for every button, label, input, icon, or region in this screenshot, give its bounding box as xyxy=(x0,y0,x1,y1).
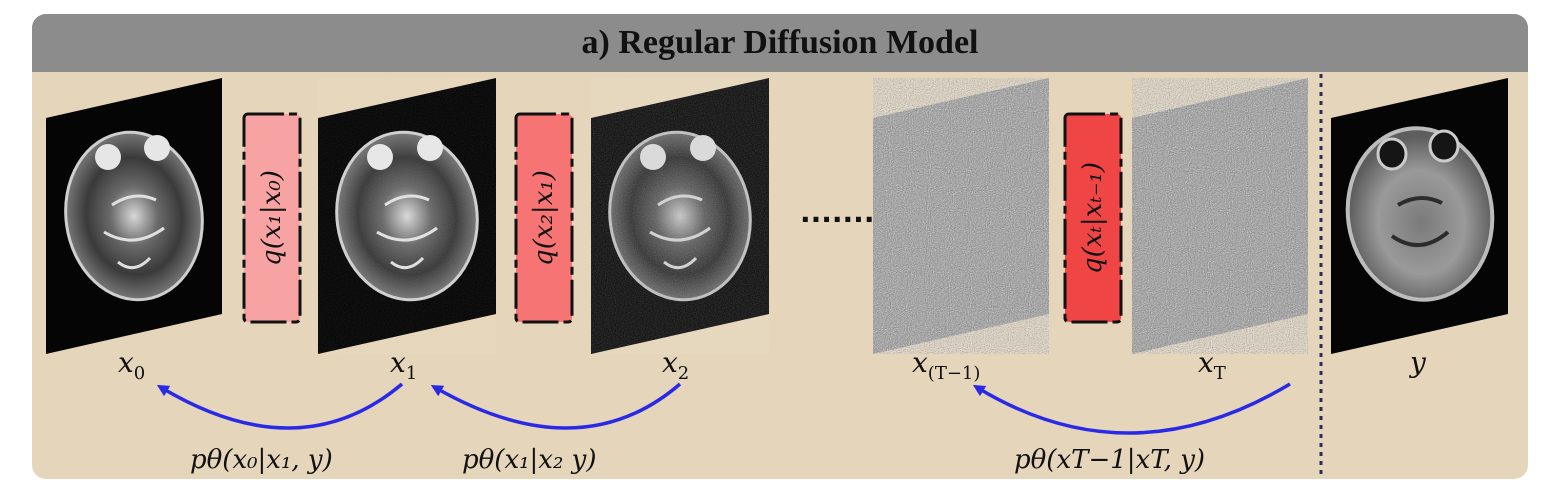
reverse-step-label-2: pθ(x₁|x₂ y) xyxy=(462,445,596,475)
forward-step-q1: q(x₁|x₀) xyxy=(242,112,302,324)
svg-text:x2: x2 xyxy=(662,346,689,384)
state-label-xT-1: x(T−1) xyxy=(912,346,980,384)
reverse-arrow-3 xyxy=(972,382,1291,435)
mri-image-x2 xyxy=(591,78,769,354)
mri-image-x1 xyxy=(318,78,496,354)
state-label-x1-base: x xyxy=(390,346,406,379)
forward-step-q2: q(x₂|x₁) xyxy=(514,112,574,324)
state-label-xT-1-base: x xyxy=(912,346,928,379)
state-label-xT-base: x xyxy=(1198,346,1214,379)
noise-image-xT-1 xyxy=(873,78,1049,354)
state-label-x2-sub: 2 xyxy=(678,363,689,384)
state-label-x1: x1 xyxy=(390,346,417,384)
svg-text:x1: x1 xyxy=(390,346,417,384)
reverse-arrow-2 xyxy=(430,382,682,430)
svg-text:x0: x0 xyxy=(118,346,145,384)
forward-step-qt-label: q(xₜ|xₜ₋₁) xyxy=(1078,162,1108,274)
reverse-step-label-3: pθ(xT−1|xT, y) xyxy=(1014,445,1205,475)
svg-text:x(T−1): x(T−1) xyxy=(912,346,980,384)
ellipsis-dots: ........ xyxy=(800,196,885,229)
state-label-x2-base: x xyxy=(662,346,678,379)
svg-text:xT: xT xyxy=(1198,346,1226,384)
mri-image-y xyxy=(1331,78,1508,354)
mri-image-x0 xyxy=(46,78,222,354)
condition-label-y: y xyxy=(1408,346,1427,379)
state-label-xT-1-sub: (T−1) xyxy=(928,363,981,384)
state-label-x0-sub: 0 xyxy=(134,363,145,384)
forward-step-q2-label: q(x₂|x₁) xyxy=(529,170,559,266)
state-label-xT: xT xyxy=(1198,346,1226,384)
reverse-arrow-1 xyxy=(156,382,404,430)
title-bar: a) Regular Diffusion Model xyxy=(32,14,1528,72)
state-label-x0-base: x xyxy=(118,346,134,379)
state-label-x2: x2 xyxy=(662,346,689,384)
forward-step-q1-label: q(x₁|x₀) xyxy=(257,170,287,266)
noise-image-xT xyxy=(1132,78,1308,354)
state-label-xT-sub: T xyxy=(1214,363,1226,384)
forward-step-qt: q(xₜ|xₜ₋₁) xyxy=(1063,112,1123,324)
reverse-step-label-1: pθ(x₀|x₁, y) xyxy=(190,445,333,475)
diagram-title: a) Regular Diffusion Model xyxy=(581,24,979,61)
state-label-x1-sub: 1 xyxy=(406,363,417,384)
state-label-x0: x0 xyxy=(118,346,145,384)
